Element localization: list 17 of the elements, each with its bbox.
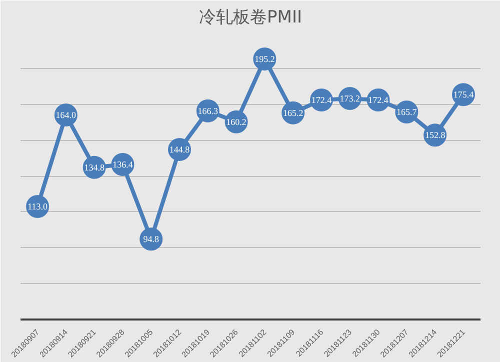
data-label: 144.8 (169, 144, 190, 154)
data-label: 164.0 (56, 110, 77, 120)
data-label: 175.4 (453, 90, 474, 100)
data-label: 113.0 (28, 201, 48, 212)
data-label: 160.2 (226, 116, 246, 127)
data-label: 195.2 (254, 54, 275, 64)
data-label: 166.3 (198, 106, 219, 116)
data-label: 172.4 (368, 94, 389, 105)
chart-title: 冷轧板卷PMII (199, 8, 302, 28)
data-label: 94.8 (143, 234, 160, 244)
data-label: 173.2 (340, 94, 360, 104)
data-label: 134.8 (84, 162, 105, 172)
data-label: 165.2 (282, 108, 304, 118)
data-label: 152.8 (424, 130, 446, 140)
data-label: 136.4 (112, 160, 134, 170)
data-label: 165.7 (396, 106, 418, 117)
data-label: 172.4 (311, 94, 332, 105)
